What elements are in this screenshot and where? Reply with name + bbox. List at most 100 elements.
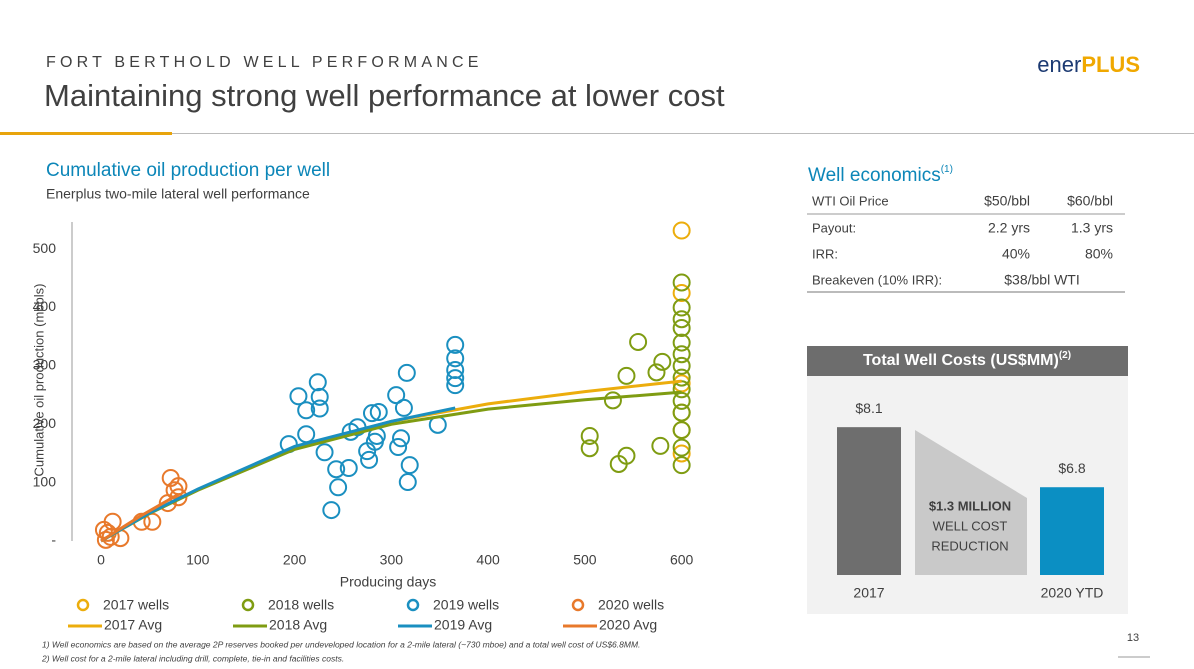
well-point	[672, 356, 691, 375]
x-tick-label: 0	[97, 552, 105, 568]
table-cell: $38/bbl WTI	[1004, 272, 1079, 288]
legend-marker	[571, 598, 585, 612]
avg-line	[100, 406, 456, 543]
y-tick-label: -	[51, 532, 56, 548]
x-axis-label: Producing days	[340, 574, 437, 590]
footnote: 2) Well cost for a 2-mile lateral includ…	[41, 653, 344, 663]
legend-label: 2019 wells	[433, 597, 499, 613]
well-point	[327, 460, 346, 479]
x-tick-label: 2017	[853, 585, 884, 601]
well-point	[329, 478, 348, 497]
bar	[837, 427, 901, 575]
well-point	[310, 387, 329, 406]
table-title-text: Well economics	[808, 165, 941, 186]
well-point	[289, 387, 308, 406]
bar-title-note: (2)	[1059, 350, 1071, 361]
bar-chart-title: Total Well Costs (US$MM)(2)	[863, 350, 1071, 370]
well-point	[672, 318, 691, 337]
well-point	[672, 345, 691, 364]
x-tick-label: 300	[380, 552, 404, 568]
well-point	[617, 446, 636, 465]
y-tick-label: 100	[33, 473, 57, 489]
x-tick-label: 600	[670, 552, 694, 568]
divider	[172, 133, 1194, 134]
accent-line	[0, 132, 172, 135]
well-point	[580, 439, 599, 458]
well-point	[360, 450, 379, 469]
x-tick-label: 200	[283, 552, 307, 568]
legend-label: 2017 wells	[103, 597, 169, 613]
x-tick-label: 100	[186, 552, 210, 568]
table-cell: Breakeven (10% IRR):	[812, 272, 942, 287]
well-point	[397, 363, 416, 382]
well-point	[647, 363, 666, 382]
table-cell: WTI Oil Price	[812, 193, 889, 208]
well-point	[339, 459, 358, 478]
well-point	[672, 368, 691, 387]
bar-title-text: Total Well Costs (US$MM)	[863, 352, 1059, 369]
logo-part: ener	[1037, 52, 1081, 77]
value-label: $8.1	[855, 400, 882, 416]
well-point	[653, 352, 672, 371]
annotation: $1.3 MILLION	[929, 498, 1011, 513]
y-tick-label: 500	[33, 240, 57, 256]
well-point	[297, 425, 316, 444]
table-title-note: (1)	[941, 164, 953, 175]
well-point	[446, 349, 465, 368]
well-point	[387, 386, 406, 405]
well-point	[672, 333, 691, 352]
well-point	[446, 376, 465, 395]
chart-subtitle: Enerplus two-mile lateral well performan…	[46, 186, 310, 202]
page-number: 13	[1127, 632, 1139, 644]
legend-label: 2019 Avg	[434, 617, 492, 633]
well-point	[446, 335, 465, 354]
y-tick-label: 400	[33, 298, 57, 314]
logo: enerPLUS	[1037, 52, 1140, 77]
y-tick-label: 200	[33, 415, 57, 431]
annotation: WELL COST	[933, 518, 1008, 533]
well-point	[672, 283, 691, 302]
well-point	[362, 404, 381, 423]
well-point	[369, 403, 388, 422]
well-point	[392, 429, 411, 448]
table-cell: $50/bbl	[984, 193, 1030, 209]
well-point	[672, 444, 691, 463]
table-title: Well economics(1)	[808, 164, 953, 186]
well-point	[603, 391, 622, 410]
well-point	[169, 477, 188, 496]
well-point	[672, 273, 691, 292]
legend-label: 2018 Avg	[269, 617, 327, 633]
well-point	[446, 369, 465, 388]
well-point	[672, 456, 691, 475]
well-point	[297, 401, 316, 420]
legend-label: 2017 Avg	[104, 617, 162, 633]
table-cell: 80%	[1085, 246, 1113, 262]
well-point	[672, 403, 691, 422]
reduction-arrow	[915, 430, 1027, 575]
slide-title: Maintaining strong well performance at l…	[44, 78, 725, 113]
avg-line	[100, 379, 682, 543]
well-point	[322, 501, 341, 520]
well-point	[389, 438, 408, 457]
chart-title: Cumulative oil production per well	[46, 160, 330, 181]
value-label: $6.8	[1058, 460, 1085, 476]
legend-label: 2020 wells	[598, 597, 664, 613]
y-tick-label: 300	[33, 357, 57, 373]
well-point	[398, 473, 417, 492]
legend-label: 2018 wells	[268, 597, 334, 613]
well-point	[672, 310, 691, 329]
x-tick-label: 400	[476, 552, 500, 568]
well-point	[308, 373, 327, 392]
table-cell: 40%	[1002, 246, 1030, 262]
legend-marker	[76, 598, 90, 612]
legend-marker	[406, 598, 420, 612]
well-point	[651, 436, 670, 455]
well-point	[315, 443, 334, 462]
x-tick-label: 500	[573, 552, 597, 568]
well-point	[672, 298, 691, 317]
avg-line	[100, 493, 180, 543]
y-axis-label: Cumulative oil production (mbbls)	[31, 284, 46, 477]
well-point	[394, 398, 413, 417]
well-point	[672, 438, 691, 457]
